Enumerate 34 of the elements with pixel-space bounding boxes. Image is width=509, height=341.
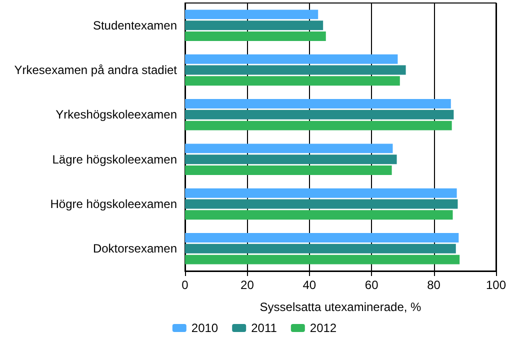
bar [185, 54, 398, 64]
y-tick-label: Yrkesexamen på andra stadiet [14, 63, 178, 77]
x-tick-label: 80 [427, 278, 441, 292]
bar [185, 188, 457, 198]
bar [185, 233, 459, 243]
legend-label: 2010 [191, 321, 218, 335]
bar [185, 210, 453, 220]
bar [185, 99, 451, 109]
legend-label: 2011 [251, 321, 278, 335]
bar [185, 154, 397, 164]
x-tick-label: 20 [240, 278, 254, 292]
x-axis-title: Sysselsatta utexaminerade, % [260, 300, 422, 314]
bar [185, 120, 452, 130]
y-tick-label: Lägre högskoleexamen [52, 152, 177, 166]
y-tick-label: Högre högskoleexamen [50, 197, 177, 211]
bar [185, 110, 454, 120]
bar [185, 10, 318, 20]
legend-label: 2012 [310, 321, 337, 335]
x-tick-label: 0 [182, 278, 189, 292]
x-tick-label: 40 [302, 278, 316, 292]
bar [185, 31, 326, 41]
bar [185, 76, 400, 86]
bar [185, 20, 324, 30]
x-tick-label: 100 [486, 278, 506, 292]
y-tick-label: Doktorsexamen [92, 242, 177, 256]
bar [185, 144, 393, 154]
bar [185, 254, 460, 264]
y-tick-label: Yrkeshögskoleexamen [56, 108, 177, 122]
y-tick-label: Studentexamen [92, 18, 177, 32]
x-tick-label: 60 [364, 278, 379, 292]
bar [185, 165, 392, 175]
bar [185, 244, 456, 254]
bar [185, 199, 458, 209]
bar [185, 65, 406, 75]
